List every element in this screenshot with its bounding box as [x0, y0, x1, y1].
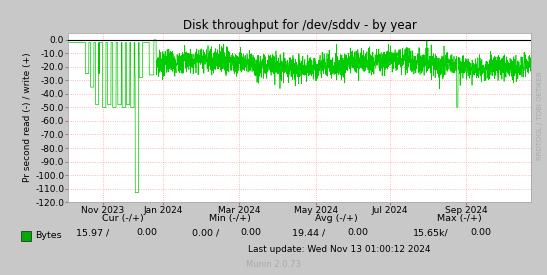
Text: 15.65k/: 15.65k/: [413, 228, 449, 237]
Text: Bytes: Bytes: [35, 231, 62, 240]
Text: Last update: Wed Nov 13 01:00:12 2024: Last update: Wed Nov 13 01:00:12 2024: [248, 245, 430, 254]
Text: 0.00: 0.00: [470, 228, 491, 237]
Text: 15.97 /: 15.97 /: [76, 228, 109, 237]
Text: 0.00: 0.00: [137, 228, 158, 237]
Title: Disk throughput for /dev/sddv - by year: Disk throughput for /dev/sddv - by year: [183, 19, 416, 32]
Text: Munin 2.0.73: Munin 2.0.73: [246, 260, 301, 269]
Text: 19.44 /: 19.44 /: [292, 228, 325, 237]
Text: Cur (-/+): Cur (-/+): [102, 214, 144, 223]
Text: Max (-/+): Max (-/+): [437, 214, 482, 223]
Y-axis label: Pr second read (-) / write (+): Pr second read (-) / write (+): [24, 53, 32, 182]
Text: 0.00 /: 0.00 /: [191, 228, 219, 237]
Text: Min (-/+): Min (-/+): [209, 214, 251, 223]
Text: RRDTOOL / TOBI OETIKER: RRDTOOL / TOBI OETIKER: [537, 71, 543, 160]
Text: 0.00: 0.00: [241, 228, 261, 237]
Text: 0.00: 0.00: [347, 228, 368, 237]
Text: Avg (-/+): Avg (-/+): [315, 214, 358, 223]
